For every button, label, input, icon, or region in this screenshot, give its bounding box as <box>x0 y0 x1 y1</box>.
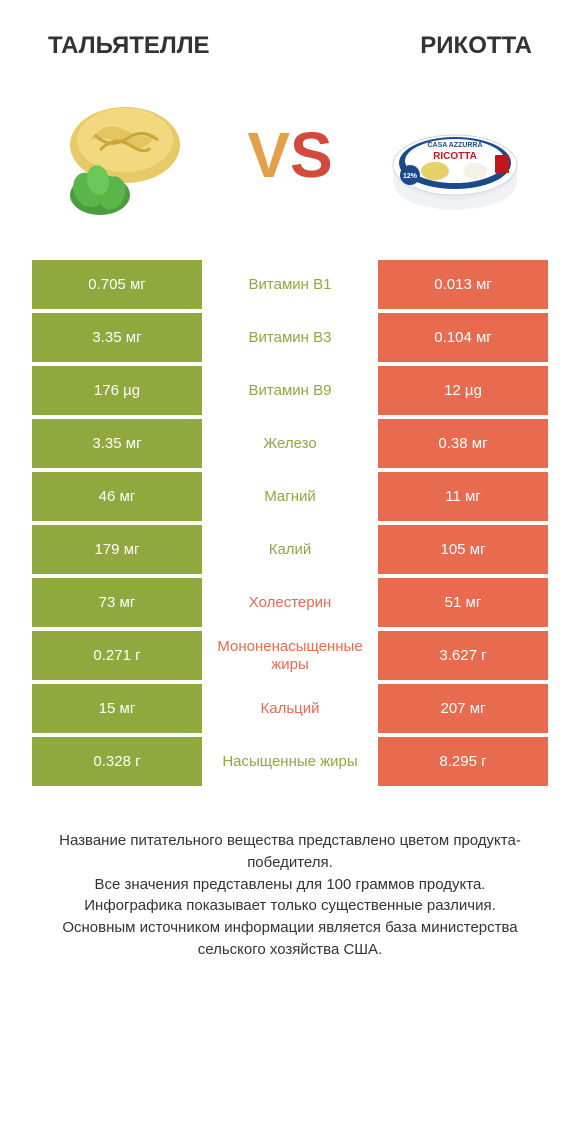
tagliatelle-icon <box>50 90 200 220</box>
left-value-cell: 73 мг <box>32 578 202 627</box>
table-row: 0.705 мгВитамин B10.013 мг <box>32 260 548 309</box>
footer-line-3: Инфографика показывает только существенн… <box>30 895 550 917</box>
header: ТАЛЬЯТЕЛЛЕ РИКОТТА <box>0 0 580 80</box>
nutrient-label: Железо <box>202 419 378 468</box>
left-value-cell: 3.35 мг <box>32 419 202 468</box>
nutrient-label: Магний <box>202 472 378 521</box>
left-value-cell: 3.35 мг <box>32 313 202 362</box>
footer-line-4: Основным источником информации является … <box>30 917 550 961</box>
left-value-cell: 15 мг <box>32 684 202 733</box>
right-value-cell: 0.38 мг <box>378 419 548 468</box>
footer-line-1: Название питательного вещества представл… <box>30 830 550 874</box>
images-row: VS CASA AZZURRA RICOTTA 12% <box>0 80 580 260</box>
left-food-image <box>40 85 210 225</box>
nutrient-label: Мононенасыщенные жиры <box>202 631 378 680</box>
svg-text:CASA AZZURRA: CASA AZZURRA <box>427 142 482 149</box>
vs-s: S <box>290 119 333 191</box>
nutrient-label: Витамин B3 <box>202 313 378 362</box>
right-value-cell: 0.013 мг <box>378 260 548 309</box>
table-row: 0.328 гНасыщенные жиры8.295 г <box>32 737 548 786</box>
left-value-cell: 179 мг <box>32 525 202 574</box>
nutrient-label: Витамин B9 <box>202 366 378 415</box>
nutrient-label: Витамин B1 <box>202 260 378 309</box>
ricotta-icon: CASA AZZURRA RICOTTA 12% <box>380 95 530 215</box>
nutrient-label: Кальций <box>202 684 378 733</box>
table-row: 176 µgВитамин B912 µg <box>32 366 548 415</box>
footer-text: Название питательного вещества представл… <box>0 790 580 961</box>
table-row: 179 мгКалий105 мг <box>32 525 548 574</box>
right-value-cell: 207 мг <box>378 684 548 733</box>
left-value-cell: 0.271 г <box>32 631 202 680</box>
table-row: 0.271 гМононенасыщенные жиры3.627 г <box>32 631 548 680</box>
table-row: 46 мгМагний11 мг <box>32 472 548 521</box>
svg-text:RICOTTA: RICOTTA <box>433 151 477 162</box>
right-value-cell: 51 мг <box>378 578 548 627</box>
left-value-cell: 0.705 мг <box>32 260 202 309</box>
nutrient-label: Калий <box>202 525 378 574</box>
right-value-cell: 0.104 мг <box>378 313 548 362</box>
table-row: 15 мгКальций207 мг <box>32 684 548 733</box>
right-value-cell: 11 мг <box>378 472 548 521</box>
right-value-cell: 12 µg <box>378 366 548 415</box>
table-row: 3.35 мгВитамин B30.104 мг <box>32 313 548 362</box>
nutrient-label: Насыщенные жиры <box>202 737 378 786</box>
left-value-cell: 0.328 г <box>32 737 202 786</box>
right-food-image: CASA AZZURRA RICOTTA 12% <box>370 85 540 225</box>
table-row: 3.35 мгЖелезо0.38 мг <box>32 419 548 468</box>
comparison-table: 0.705 мгВитамин B10.013 мг3.35 мгВитамин… <box>0 260 580 786</box>
svg-text:12%: 12% <box>403 173 418 180</box>
nutrient-label: Холестерин <box>202 578 378 627</box>
vs-v: V <box>247 119 290 191</box>
left-title: ТАЛЬЯТЕЛЛЕ <box>48 32 210 60</box>
right-value-cell: 105 мг <box>378 525 548 574</box>
left-value-cell: 176 µg <box>32 366 202 415</box>
right-value-cell: 3.627 г <box>378 631 548 680</box>
left-value-cell: 46 мг <box>32 472 202 521</box>
table-row: 73 мгХолестерин51 мг <box>32 578 548 627</box>
footer-line-2: Все значения представлены для 100 граммо… <box>30 874 550 896</box>
right-title: РИКОТТА <box>420 32 532 60</box>
right-value-cell: 8.295 г <box>378 737 548 786</box>
vs-label: VS <box>247 118 332 192</box>
